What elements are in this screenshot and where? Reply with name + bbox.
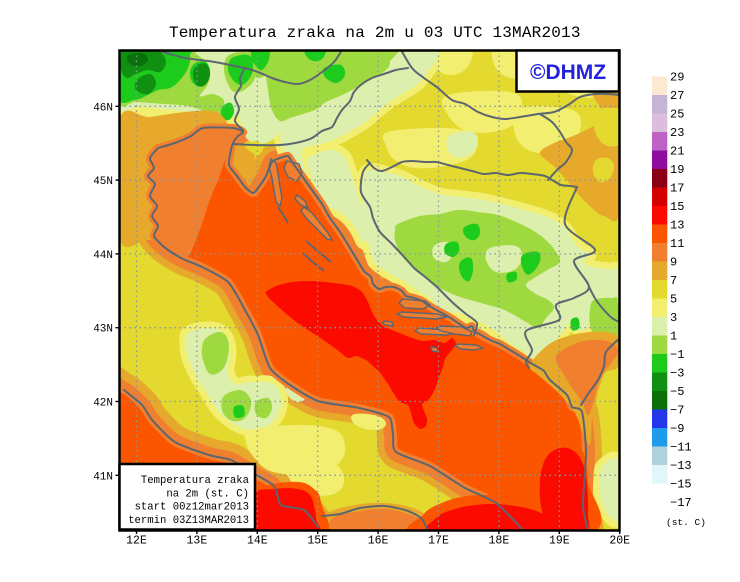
- svg-text:19: 19: [670, 163, 684, 177]
- svg-text:17: 17: [670, 182, 684, 196]
- svg-text:12E: 12E: [126, 535, 147, 548]
- svg-text:Temperatura zraka na 2m u 03 U: Temperatura zraka na 2m u 03 UTC 13MAR20…: [169, 24, 581, 42]
- svg-text:46N: 46N: [93, 102, 113, 114]
- svg-text:−3: −3: [670, 367, 684, 381]
- svg-text:3: 3: [670, 311, 677, 325]
- svg-text:42N: 42N: [93, 398, 113, 410]
- svg-text:19E: 19E: [549, 535, 570, 548]
- svg-text:29: 29: [670, 71, 684, 85]
- svg-text:21: 21: [670, 145, 684, 159]
- svg-text:25: 25: [670, 108, 684, 122]
- svg-text:15E: 15E: [307, 535, 328, 548]
- svg-text:13E: 13E: [187, 535, 208, 548]
- svg-text:11: 11: [670, 237, 684, 251]
- svg-text:17E: 17E: [428, 535, 449, 548]
- svg-text:−1: −1: [670, 348, 684, 362]
- svg-text:20E: 20E: [609, 535, 630, 548]
- svg-text:14E: 14E: [247, 535, 268, 548]
- svg-text:13: 13: [670, 219, 684, 233]
- svg-text:−11: −11: [670, 441, 692, 455]
- svg-text:1: 1: [670, 330, 677, 344]
- svg-text:©DHMZ: ©DHMZ: [530, 61, 606, 84]
- svg-text:−13: −13: [670, 459, 692, 473]
- svg-text:−15: −15: [670, 478, 692, 492]
- svg-text:na 2m (st. C): na 2m (st. C): [166, 488, 249, 500]
- svg-text:−7: −7: [670, 404, 684, 418]
- svg-text:Temperatura zraka: Temperatura zraka: [141, 475, 249, 487]
- svg-text:termin 03Z13MAR2013: termin 03Z13MAR2013: [128, 515, 249, 527]
- svg-text:−17: −17: [670, 496, 692, 510]
- svg-text:start 00z12mar2013: start 00z12mar2013: [135, 502, 249, 514]
- svg-text:41N: 41N: [93, 471, 113, 483]
- svg-text:7: 7: [670, 274, 677, 288]
- svg-text:18E: 18E: [489, 535, 510, 548]
- svg-text:43N: 43N: [93, 324, 113, 336]
- svg-text:(st. C): (st. C): [666, 517, 706, 528]
- svg-text:9: 9: [670, 256, 677, 270]
- svg-text:27: 27: [670, 89, 684, 103]
- svg-text:−5: −5: [670, 385, 684, 399]
- svg-text:5: 5: [670, 293, 677, 307]
- svg-text:45N: 45N: [93, 176, 113, 188]
- svg-text:44N: 44N: [93, 250, 113, 262]
- svg-text:−9: −9: [670, 422, 684, 436]
- svg-text:23: 23: [670, 126, 684, 140]
- svg-text:15: 15: [670, 200, 684, 214]
- svg-text:16E: 16E: [368, 535, 389, 548]
